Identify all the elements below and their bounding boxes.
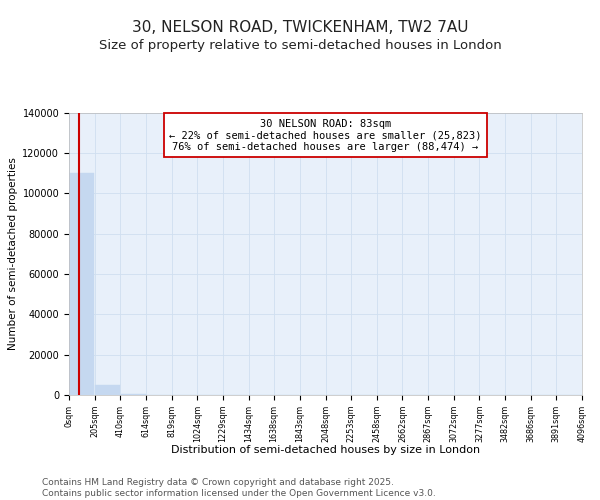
Text: Size of property relative to semi-detached houses in London: Size of property relative to semi-detach… <box>98 38 502 52</box>
Y-axis label: Number of semi-detached properties: Number of semi-detached properties <box>8 158 18 350</box>
X-axis label: Distribution of semi-detached houses by size in London: Distribution of semi-detached houses by … <box>171 445 480 455</box>
Bar <box>95 385 120 395</box>
Text: 30, NELSON ROAD, TWICKENHAM, TW2 7AU: 30, NELSON ROAD, TWICKENHAM, TW2 7AU <box>132 20 468 35</box>
Text: Contains HM Land Registry data © Crown copyright and database right 2025.
Contai: Contains HM Land Registry data © Crown c… <box>42 478 436 498</box>
Bar <box>121 394 146 395</box>
Text: 30 NELSON ROAD: 83sqm
← 22% of semi-detached houses are smaller (25,823)
76% of : 30 NELSON ROAD: 83sqm ← 22% of semi-deta… <box>169 118 482 152</box>
Bar <box>70 173 94 395</box>
